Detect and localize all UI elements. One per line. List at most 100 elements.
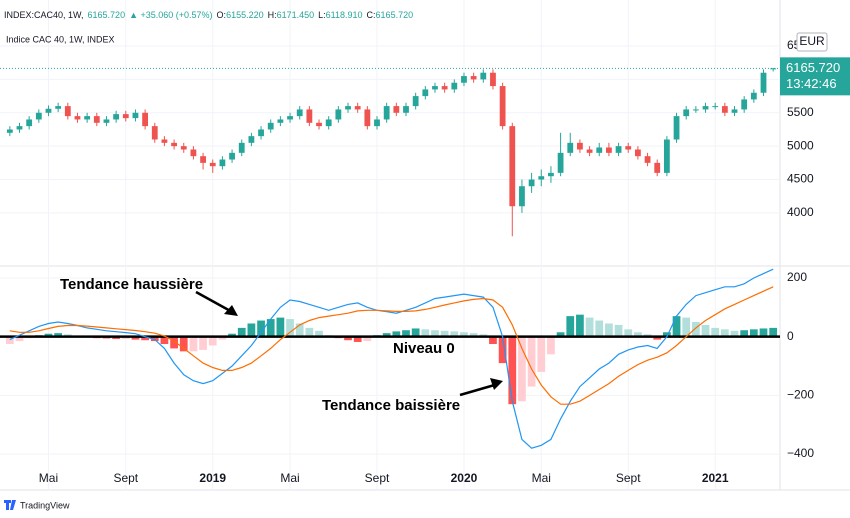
candle-body (296, 109, 303, 117)
candle-body (673, 116, 680, 140)
histogram-bar (160, 336, 169, 345)
histogram-bar (218, 336, 227, 340)
candle-body (248, 136, 255, 143)
candle-body (335, 109, 342, 120)
candle-body (403, 106, 409, 113)
histogram-bar (508, 336, 517, 405)
histogram-bar (179, 336, 188, 352)
candle-body (432, 86, 438, 90)
candle-body (6, 129, 13, 133)
histogram-bar (537, 336, 546, 372)
header-part: 6165.720 (376, 10, 414, 20)
histogram-bar (682, 317, 691, 337)
histogram-bar (344, 336, 352, 341)
candle-body (654, 162, 661, 173)
histogram-bar (247, 323, 256, 337)
histogram-bar (54, 333, 63, 337)
histogram-bar (498, 336, 507, 364)
candle-body (316, 122, 322, 127)
histogram-bar (450, 331, 459, 337)
histogram-bar (672, 316, 681, 337)
histogram-bar (576, 314, 584, 337)
histogram-bar (382, 333, 391, 337)
annotation: Tendance haussière (60, 276, 203, 293)
candle-body (132, 112, 139, 119)
histogram-bar (556, 332, 565, 337)
candle-body (345, 106, 351, 110)
header-part: 6155.220 (226, 10, 264, 20)
histogram-bar (150, 336, 159, 342)
y-tick-label: −400 (787, 446, 814, 460)
histogram-bar (286, 319, 294, 337)
candle-body (441, 86, 448, 90)
histogram-bar (460, 332, 468, 337)
candle-body (683, 109, 690, 117)
candle-body (151, 126, 158, 140)
candle-body (258, 129, 264, 137)
candle-body (596, 147, 603, 153)
candle-body (35, 112, 42, 120)
x-tick-label: Mai (39, 471, 58, 485)
header-part: C: (367, 10, 376, 20)
marks (0, 67, 780, 449)
brand: TradingView (20, 500, 70, 510)
candle-body (538, 176, 545, 180)
header: INDEX:CAC40, 1W, 6165.720 ▲ +35.060 (+0.57… (4, 10, 413, 20)
header-part: 6171.450 (277, 10, 315, 20)
candle-body (209, 162, 216, 167)
y-tick-label: 4000 (787, 205, 814, 219)
time-label: 13:42:46 (786, 76, 837, 91)
candle-body (171, 142, 177, 147)
candle-body (219, 159, 226, 167)
candle-body (412, 96, 419, 107)
currency-box (796, 32, 828, 52)
histogram-bar (547, 336, 555, 355)
histogram-bar (701, 324, 710, 337)
candle-body (64, 106, 71, 117)
candle-body (383, 106, 390, 120)
candle-body (760, 72, 767, 93)
histogram-bar (605, 323, 613, 337)
candle-body (490, 72, 496, 87)
candle-body (74, 116, 81, 120)
candle-body (26, 119, 33, 127)
candle-body (393, 106, 400, 113)
x-tick-label: Sept (616, 471, 641, 485)
histogram-bar (692, 322, 700, 337)
candle-body (625, 146, 632, 150)
candle-body (750, 92, 757, 100)
candle-body (741, 99, 748, 110)
x-tick-label: 2021 (702, 471, 729, 485)
candle-body (229, 152, 235, 160)
candle-body (161, 139, 168, 143)
arrow (459, 382, 499, 397)
histogram-bar (720, 329, 729, 337)
histogram-bar (305, 327, 314, 337)
histogram-bar (228, 333, 236, 337)
candle-body (287, 116, 293, 120)
candle-body (509, 126, 516, 207)
histogram-bar (15, 336, 24, 342)
histogram-bar (5, 336, 14, 345)
annotation: Tendance baissière (322, 397, 460, 414)
indicator-line (9, 286, 774, 405)
candle-body (238, 142, 245, 153)
histogram-bar (208, 336, 217, 346)
x-tick-label: Sept (365, 471, 390, 485)
candle-body (306, 109, 313, 123)
currency: EUR (799, 34, 825, 48)
x-tick-label: Sept (113, 471, 138, 485)
candle-body (122, 114, 129, 119)
candle-body (634, 149, 641, 157)
price-label: 6165.720 (786, 60, 840, 75)
legend: Indice CAC 40, 1W, INDEX (6, 34, 115, 44)
histogram-bar (402, 330, 410, 337)
candle-body (93, 116, 100, 123)
histogram-bar (634, 332, 642, 337)
histogram-bar (585, 317, 594, 337)
histogram-bar (489, 336, 497, 345)
candle-body (712, 106, 719, 108)
candle-body (557, 152, 564, 173)
